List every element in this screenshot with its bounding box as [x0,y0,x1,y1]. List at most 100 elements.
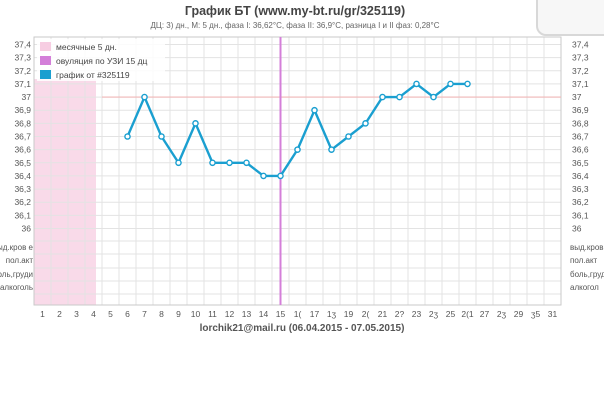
x-tick-label: 15 [276,309,286,319]
data-point [243,159,250,167]
data-point [192,120,199,127]
y-tick-label-right: 36,9 [572,105,589,115]
data-point [141,93,148,101]
x-tick-label: 19 [344,309,354,319]
y-tick-label-left: 37,4 [14,40,31,50]
y-tick-label-left: 37,1 [14,79,31,89]
x-tick-label: ʒ5 [531,309,541,319]
plot-border [33,36,562,306]
y-tick-label-left: 36,8 [14,118,31,128]
data-point [158,133,165,140]
data-point [260,172,267,180]
x-tick-label: 2(1 [461,309,474,319]
legend-box [37,39,165,81]
y-tick-label-right: 36,7 [572,132,589,142]
x-tick-label: 13 [242,309,252,319]
legend-label: график от #325119 [56,70,130,80]
data-point [175,159,182,167]
row-label-left: боль,груди [0,270,33,279]
y-tick-label-right: 36 [572,224,582,234]
data-point [124,133,131,140]
x-tick-label: 27 [480,309,490,319]
x-tick-label: 29 [514,309,524,319]
y-tick-label-left: 36 [22,224,32,234]
y-tick-label-left: 37,2 [14,66,31,76]
data-point [379,93,386,101]
y-tick-label-left: 36,2 [14,197,31,207]
x-tick-label: 21 [378,309,388,319]
data-point [464,80,471,88]
x-tick-label: 3 [74,309,79,319]
row-label-right: выд.кров [570,243,604,252]
x-tick-label: 1ʒ [327,309,337,319]
x-tick-label: 7 [142,309,147,319]
x-tick-label: 2ʒ [497,309,507,319]
y-tick-label-left: 36,9 [14,105,31,115]
data-point [209,159,216,167]
x-tick-label: 23 [412,309,422,319]
data-point [396,93,403,101]
data-point [430,93,437,101]
row-label-left: алкоголь [0,283,33,292]
x-tick-label: 6 [125,309,130,319]
y-tick-label-right: 36,1 [572,210,589,220]
y-tick-label-left: 36,3 [14,184,31,194]
legend-label: месячные 5 дн. [56,42,117,52]
data-point [413,80,420,88]
x-tick-label: 1( [294,309,302,319]
menstruation-band [34,79,96,305]
x-tick-label: 10 [191,309,201,319]
y-tick-label-right: 37,2 [572,66,589,76]
x-tick-label: 17 [310,309,320,319]
row-label-left: пол.акт [6,256,34,265]
y-tick-label-right: 37,1 [572,79,589,89]
x-tick-label: 2( [362,309,370,319]
x-tick-label: 5 [108,309,113,319]
y-tick-label-right: 37 [572,92,582,102]
legend-swatch [40,42,51,51]
y-tick-label-right: 36,4 [572,171,589,181]
legend-swatch [40,56,51,65]
data-point [328,146,335,153]
x-tick-label: 11 [208,309,217,319]
legend-swatch [40,70,51,79]
y-tick-label-right: 36,2 [572,197,589,207]
row-label-right: пол.акт [570,256,598,265]
data-point [345,133,352,140]
x-tick-label: 1 [40,309,45,319]
chart-title: График БТ (www.my-bt.ru/gr/325119) [184,4,406,18]
y-tick-label-right: 36,6 [572,145,589,155]
row-label-left: выд.кров е [0,243,34,252]
y-tick-label-right: 36,3 [572,184,589,194]
y-tick-label-right: 37,4 [572,40,589,50]
y-tick-label-left: 36,4 [14,171,31,181]
data-point [362,120,369,127]
row-label-right: боль,груд [570,270,604,279]
data-point [226,159,233,167]
legend-label: овуляция по УЗИ 15 дц [56,56,148,66]
x-tick-label: 12 [225,309,235,319]
y-tick-label-left: 36,1 [14,210,31,220]
x-tick-label: 2 [57,309,62,319]
row-label-right: алкогол [570,283,599,292]
y-tick-label-right: 36,8 [572,118,589,128]
y-tick-label-right: 37,3 [572,53,589,63]
x-tick-label: 9 [176,309,181,319]
x-tick-label: 31 [548,309,558,319]
data-point [447,80,454,88]
data-point [294,146,301,153]
x-tick-label: 14 [259,309,269,319]
y-tick-label-left: 37 [22,92,32,102]
y-tick-label-left: 37,3 [14,53,31,63]
y-tick-label-left: 36,6 [14,145,31,155]
y-tick-label-left: 36,7 [14,132,31,142]
chart-subtitle: ДЦ: 3) дн., М: 5 дн., фаза I: 36,62°C, ф… [150,21,440,30]
x-tick-label: 2ʒ [429,309,439,319]
x-tick-label: 2? [395,309,405,319]
data-point [277,172,284,180]
chart-footer: lorchik21@mail.ru (06.04.2015 - 07.05.20… [199,323,405,334]
data-point [311,106,318,114]
x-tick-label: 25 [446,309,456,319]
